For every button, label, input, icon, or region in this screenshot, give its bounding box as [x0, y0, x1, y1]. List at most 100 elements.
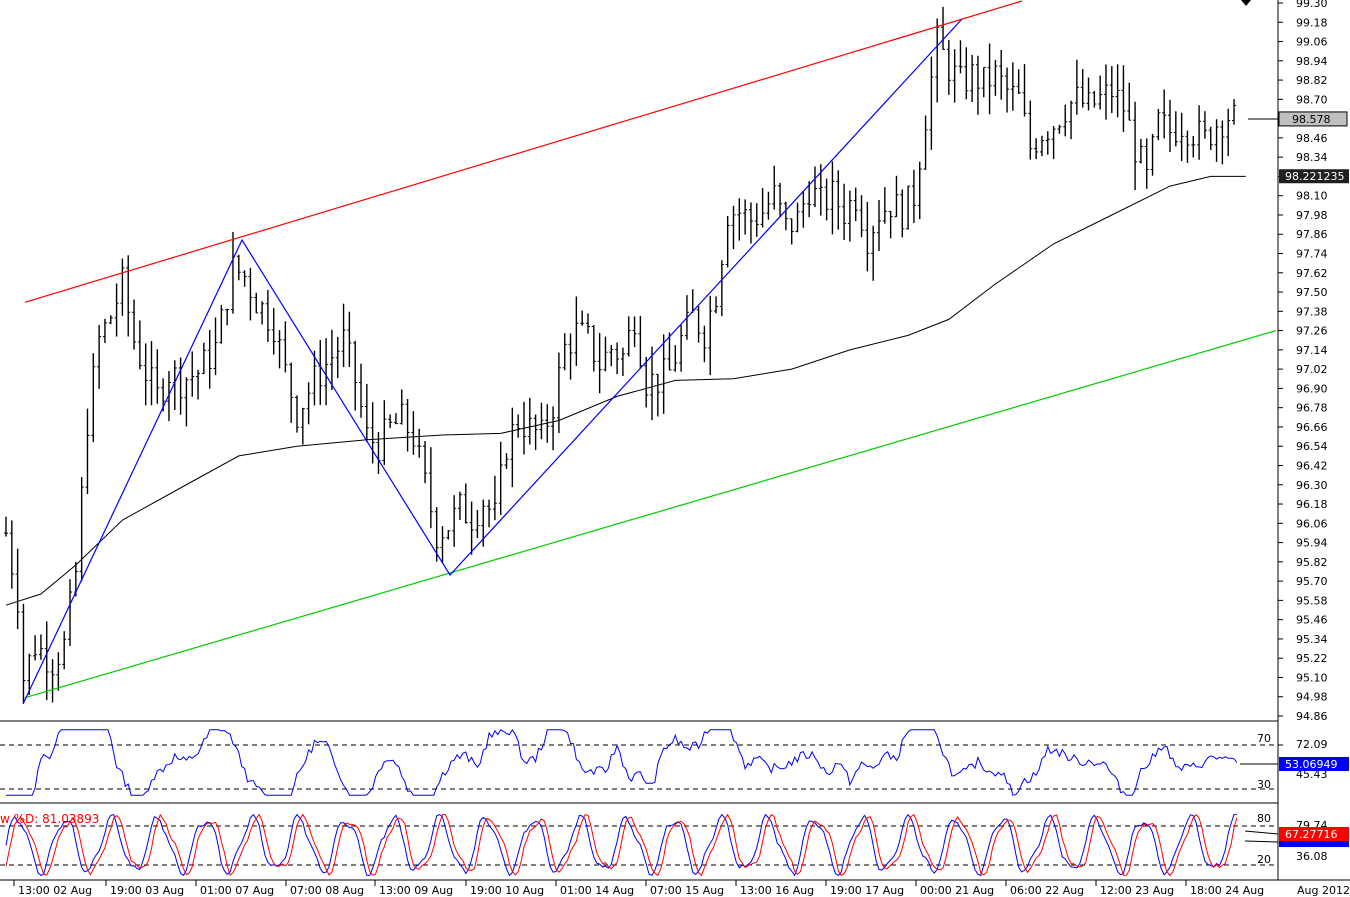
ohlc-bar: [667, 332, 672, 371]
ohlc-bar: [219, 304, 224, 344]
ohlc-bar: [830, 161, 835, 235]
ohlc-bar: [1080, 69, 1085, 108]
price-tick-label: 95.94: [1296, 537, 1328, 550]
ohlc-bar: [56, 652, 61, 691]
ohlc-bar: [714, 296, 719, 314]
stoch-level-80-label: 80: [1257, 812, 1271, 825]
ohlc-bar: [586, 313, 590, 334]
ohlc-bar: [591, 325, 596, 372]
stoch-value-label: 67.27716: [1285, 828, 1338, 841]
time-tick-label: 07:00 08 Aug: [290, 884, 364, 897]
price-tick-label: 97.26: [1296, 325, 1328, 338]
ohlc-bar: [1010, 62, 1015, 111]
price-tick-label: 97.38: [1296, 305, 1328, 318]
stochastic-axis: 80 20 79.74 67.27716 36.08: [1244, 812, 1349, 866]
ohlc-bar: [213, 317, 218, 376]
ohlc-bar: [1214, 119, 1219, 162]
price-tick-label: 98.46: [1296, 132, 1328, 145]
zigzag-line: [22, 18, 963, 705]
price-tick-label: 97.98: [1296, 209, 1328, 222]
ohlc-bar: [289, 362, 294, 423]
ohlc-bar: [324, 338, 329, 406]
ohlc-bar: [807, 181, 812, 218]
ohlc-bar: [388, 414, 393, 429]
ohlc-bar: [1232, 99, 1237, 125]
ohlc-bar: [38, 634, 43, 660]
ohlc-bar: [423, 441, 428, 484]
ohlc-bar: [882, 187, 887, 224]
price-tick-label: 96.78: [1296, 402, 1328, 415]
ohlc-bar: [853, 187, 858, 222]
ohlc-bar: [650, 346, 655, 421]
stochastic-main-path: [5, 813, 1237, 877]
ohlc-bar: [428, 447, 433, 529]
ohlc-bar: [498, 441, 503, 516]
ohlc-bar: [551, 406, 556, 451]
time-tick-label: 06:00 22 Aug: [1010, 884, 1084, 897]
ohlc-bar: [906, 185, 911, 230]
ohlc-bar: [673, 345, 678, 372]
ohlc-bars: [4, 6, 1237, 704]
time-axis: 13:00 02 Aug 19:00 03 Aug 01:00 07 Aug 07:0…: [13, 880, 1264, 897]
ohlc-bar: [300, 407, 305, 445]
ohlc-bar: [527, 397, 532, 445]
price-tick-label: 97.50: [1296, 286, 1328, 299]
ohlc-bar: [4, 516, 8, 537]
price-value-box: [1278, 111, 1348, 127]
time-tick-label: 19:00 03 Aug: [110, 884, 184, 897]
ohlc-bar: [1226, 108, 1231, 156]
ohlc-bar: [370, 402, 375, 464]
period-label: Aug 2012: [1297, 884, 1350, 897]
ohlc-bar: [1057, 124, 1062, 134]
ohlc-bar: [609, 345, 614, 367]
time-tick-label: 00:00 21 Aug: [920, 884, 994, 897]
ohlc-bar: [382, 400, 387, 465]
ohlc-bar: [1208, 126, 1213, 150]
marker-triangle-icon: [1241, 0, 1251, 6]
stochastic-signal-path: [5, 813, 1238, 877]
ohlc-bar: [789, 218, 794, 245]
rsi-axis-label-mid: 45.43: [1296, 768, 1328, 781]
price-tick-label: 95.10: [1296, 671, 1328, 684]
ohlc-bar: [1138, 138, 1143, 164]
ohlc-bar: [1022, 64, 1027, 117]
ohlc-bar: [533, 414, 538, 451]
time-tick-label: 13:00 16 Aug: [740, 884, 814, 897]
ohlc-bar: [364, 383, 369, 443]
ohlc-bar: [85, 408, 90, 495]
ohlc-bar: [265, 289, 270, 342]
ohlc-bar: [731, 205, 736, 250]
ohlc-bar: [859, 195, 864, 238]
price-tick-label: 95.82: [1296, 556, 1328, 569]
ohlc-bar: [312, 350, 317, 406]
upper-channel-line: [24, 0, 1023, 303]
price-tick-label: 98.94: [1296, 55, 1328, 68]
ohlc-bar: [452, 495, 457, 547]
price-tick-label: 95.58: [1296, 594, 1328, 607]
ohlc-bar: [417, 428, 422, 458]
ohlc-bar: [987, 43, 992, 115]
rsi-axis-label-top: 72.09: [1296, 738, 1328, 751]
ohlc-bar: [44, 621, 49, 700]
ohlc-bar: [877, 200, 881, 252]
ohlc-bar: [102, 318, 107, 344]
price-tick-label: 95.22: [1296, 652, 1328, 665]
ohlc-bar: [1150, 133, 1155, 176]
ohlc-bar: [766, 191, 771, 220]
ohlc-bar: [975, 55, 980, 115]
ohlc-bar: [1109, 66, 1114, 114]
ohlc-bar: [15, 548, 20, 630]
ohlc-bar: [207, 329, 212, 389]
ohlc-bar: [137, 320, 142, 370]
time-tick-label: 19:00 10 Aug: [470, 884, 544, 897]
price-tick-label: 96.66: [1296, 421, 1328, 434]
price-tick-label: 96.42: [1296, 459, 1328, 472]
ohlc-bar: [719, 260, 724, 317]
ohlc-bar: [946, 39, 951, 95]
ohlc-bar: [487, 499, 492, 528]
ohlc-bar: [79, 476, 84, 582]
price-tick-label: 97.74: [1296, 248, 1328, 261]
ohlc-bar: [952, 49, 957, 103]
ohlc-bar: [871, 225, 876, 281]
rsi-path: [6, 728, 1238, 796]
